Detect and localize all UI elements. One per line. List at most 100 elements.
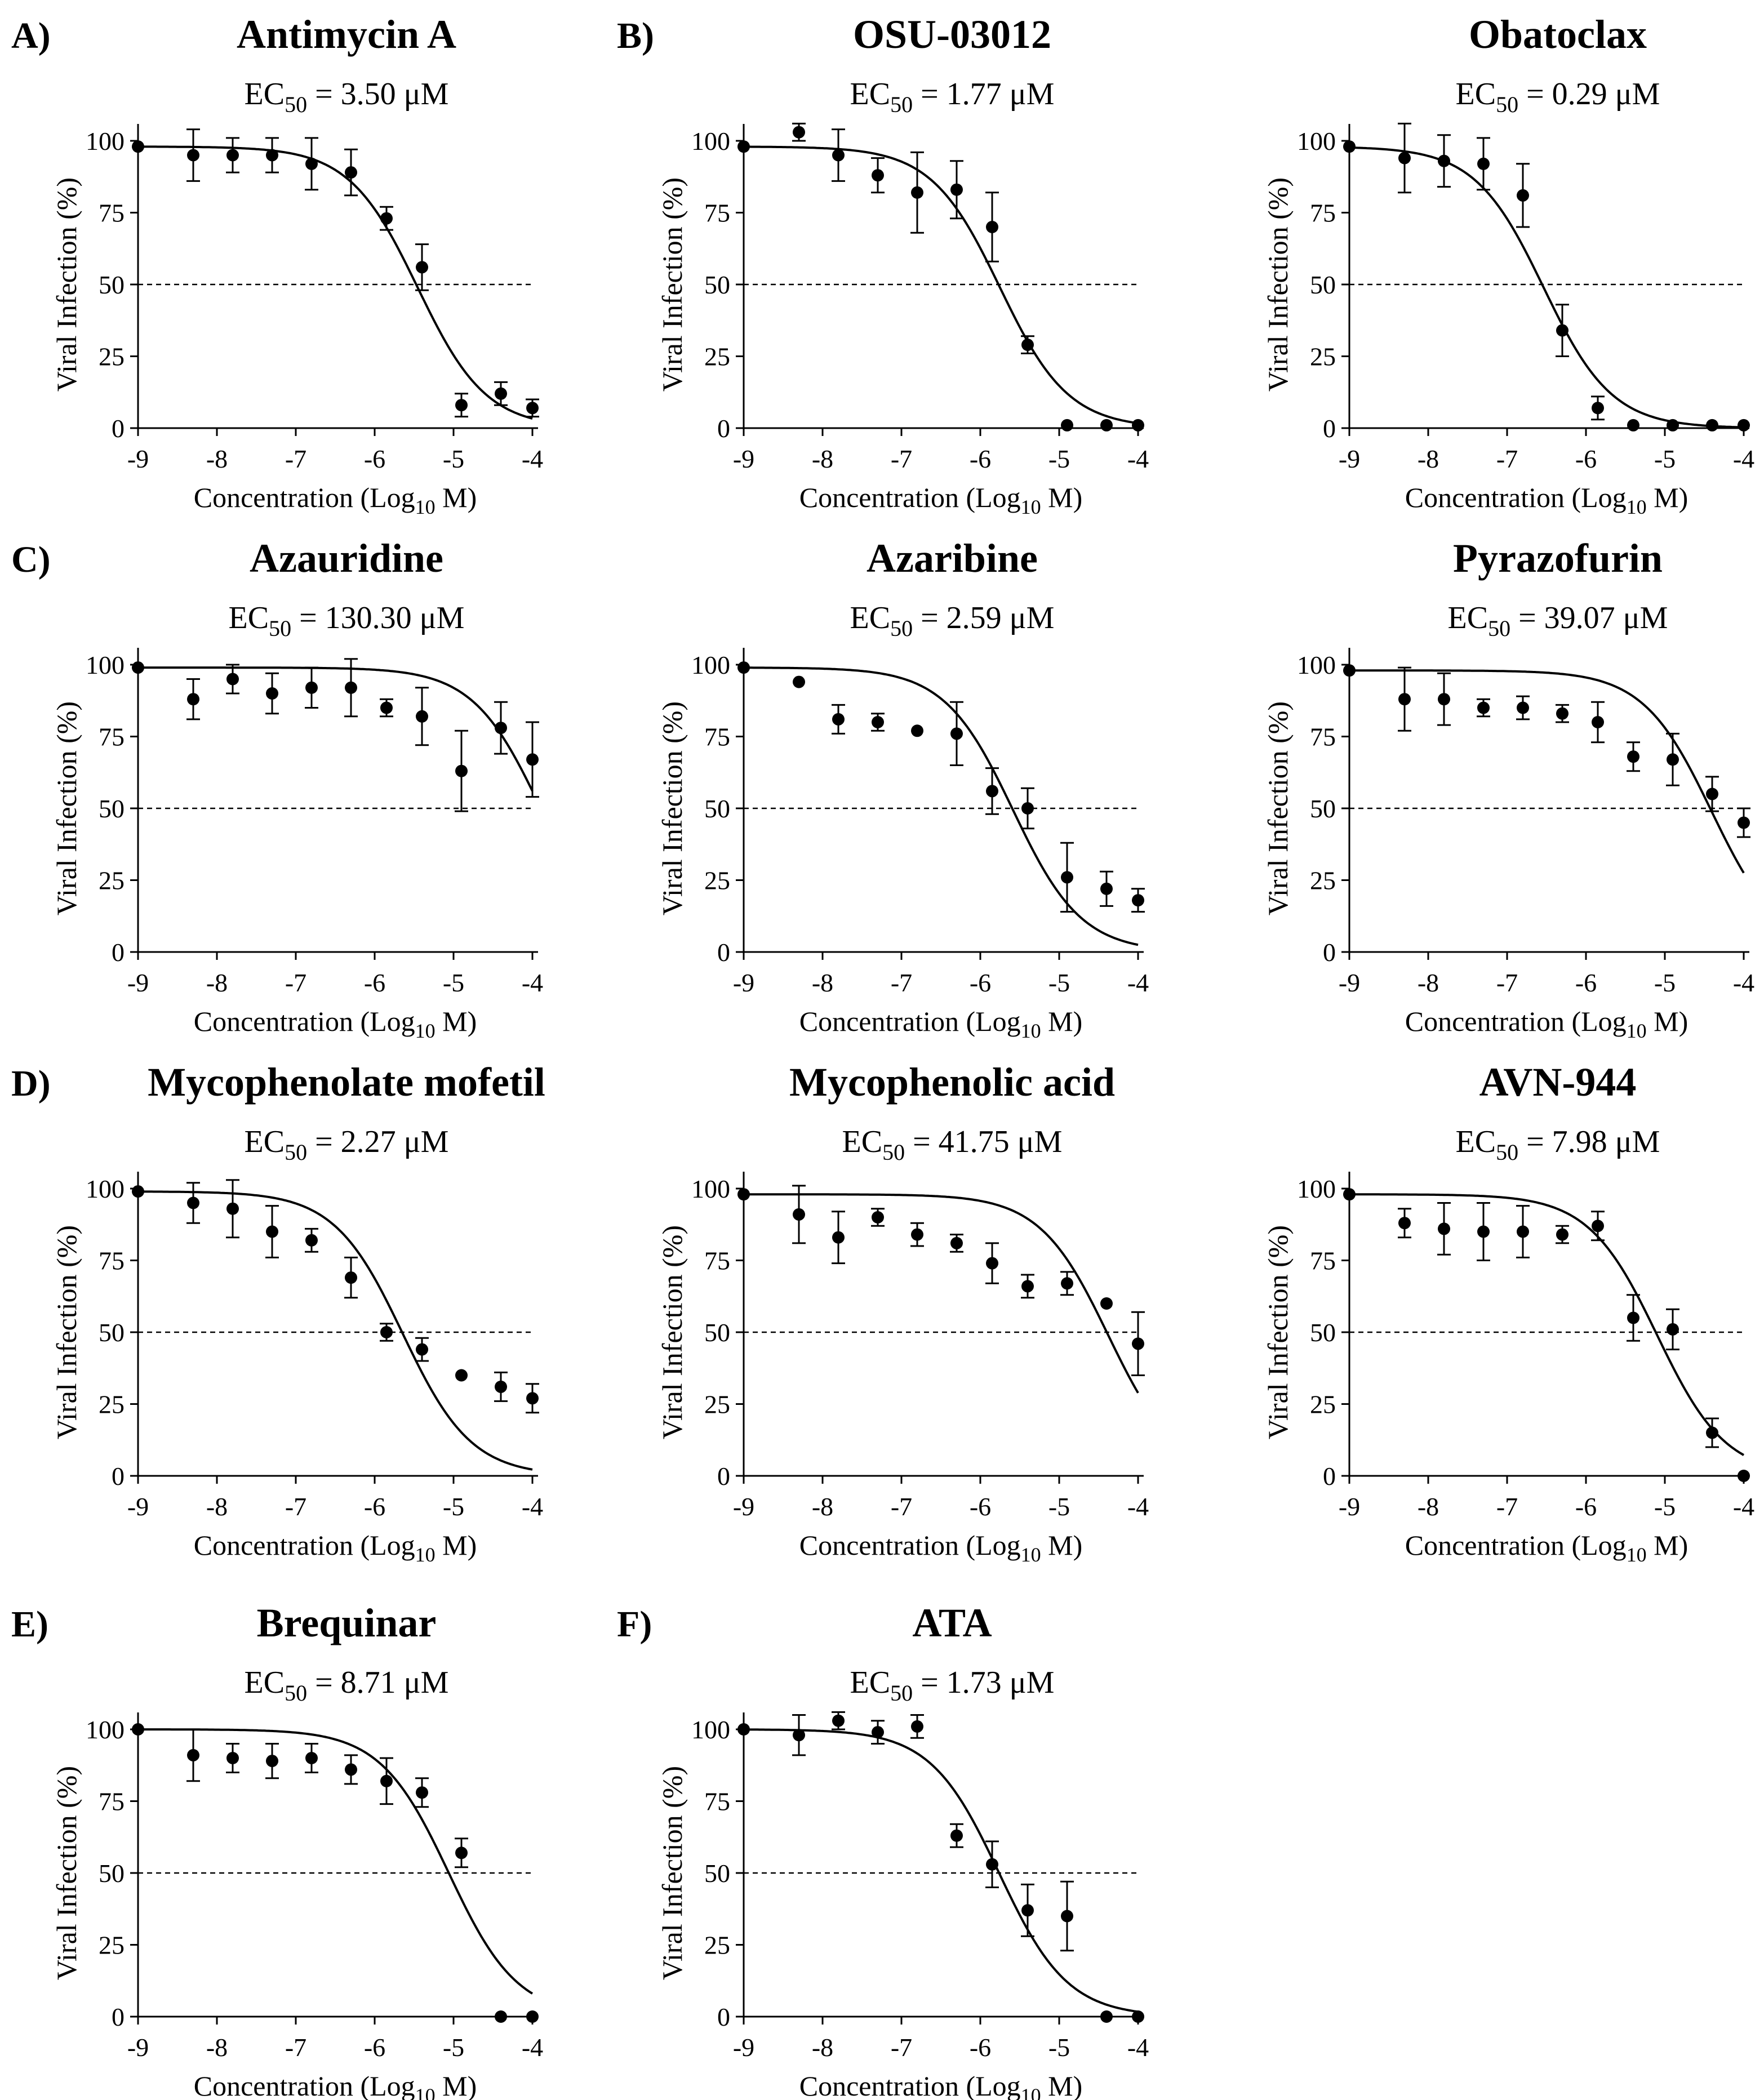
ec50-label: EC50 = 3.50 μM [245, 77, 449, 117]
x-tick-label: -4 [1127, 968, 1149, 997]
y-tick-label: 0 [1323, 938, 1336, 967]
y-tick-label: 75 [1310, 1247, 1336, 1275]
y-axis-title: Viral Infection (%) [1262, 701, 1294, 915]
y-tick-label: 75 [1310, 723, 1336, 751]
data-point [793, 1208, 805, 1221]
y-tick-label: 25 [99, 1390, 125, 1419]
x-tick-label: -7 [891, 1492, 912, 1521]
y-tick-label: 25 [99, 1931, 125, 1960]
chart-panel-4: C) Azauridine EC50 = 130.30 μM 0 25 50 75 100 -9… [11, 536, 543, 1042]
chart-title: Azaribine [867, 536, 1038, 581]
panel-letter: B) [617, 15, 654, 56]
x-axis-title: Concentration (Log10 M) [1405, 1529, 1689, 1566]
x-tick-label: -9 [1339, 444, 1360, 473]
x-tick-label: -7 [891, 968, 912, 997]
data-point [1132, 2010, 1144, 2023]
data-point [1738, 1470, 1750, 1482]
y-tick-label: 0 [717, 938, 730, 967]
panel-letter: E) [11, 1604, 48, 1645]
data-point [1061, 1277, 1073, 1290]
data-point [187, 693, 199, 706]
x-tick-label: -9 [1339, 1492, 1360, 1521]
y-tick-label: 50 [99, 794, 125, 823]
data-point [132, 1185, 144, 1198]
x-axis-title: Concentration (Log10 M) [799, 482, 1083, 518]
data-point [1706, 1426, 1718, 1439]
y-axis-title: Viral Infection (%) [51, 701, 82, 915]
data-point [305, 1234, 318, 1247]
data-point [911, 1228, 923, 1241]
y-tick-label: 25 [99, 342, 125, 371]
x-axis-title: Concentration (Log10 M) [194, 1529, 477, 1566]
data-point [1061, 419, 1073, 431]
data-point [416, 261, 428, 274]
data-point [1627, 419, 1639, 431]
x-tick-label: -6 [970, 2033, 991, 2062]
x-tick-label: -5 [443, 968, 464, 997]
data-point [226, 149, 239, 162]
y-axis-title: Viral Infection (%) [656, 701, 688, 915]
data-point [187, 1196, 199, 1209]
data-point [950, 1829, 963, 1842]
data-point [872, 716, 884, 728]
data-point [1132, 894, 1144, 907]
x-tick-label: -7 [285, 1492, 306, 1521]
fit-curve [744, 1193, 1139, 1394]
x-tick-label: -5 [443, 2033, 464, 2062]
x-tick-label: -5 [1048, 1492, 1070, 1521]
chart-panel-8: Mycophenolic acid EC50 = 41.75 μM 0 25 50 75 1… [656, 1060, 1149, 1566]
data-point [266, 687, 278, 700]
x-tick-label: -5 [443, 444, 464, 473]
x-tick-label: -4 [522, 444, 543, 473]
y-axis-title: Viral Infection (%) [656, 1766, 688, 1980]
y-tick-label: 75 [99, 1787, 125, 1816]
y-tick-label: 75 [99, 1247, 125, 1275]
x-axis-title: Concentration (Log10 M) [194, 2070, 477, 2100]
y-tick-label: 50 [1310, 1318, 1336, 1347]
data-point [187, 149, 199, 162]
x-tick-label: -5 [1048, 444, 1070, 473]
y-tick-label: 25 [99, 866, 125, 895]
panel-letter: D) [11, 1063, 51, 1104]
data-point [266, 149, 278, 162]
data-point [1343, 664, 1356, 677]
data-point [455, 1369, 468, 1382]
chart-panel-7: D) Mycophenolate mofetil EC50 = 2.27 μM 0 25… [11, 1060, 545, 1566]
x-tick-label: -7 [285, 2033, 306, 2062]
y-tick-label: 25 [1310, 866, 1336, 895]
data-point [226, 1202, 239, 1215]
y-tick-label: 0 [112, 1462, 125, 1491]
chart-title: ATA [912, 1600, 992, 1645]
y-tick-label: 50 [1310, 794, 1336, 823]
chart-title: Obatoclax [1469, 12, 1647, 57]
data-point [1738, 419, 1750, 431]
x-tick-label: -6 [1575, 444, 1597, 473]
data-point [872, 169, 884, 182]
x-tick-label: -7 [285, 968, 306, 997]
data-point [345, 681, 357, 694]
data-point [1556, 1228, 1569, 1241]
panel-letter: C) [11, 539, 51, 580]
data-point [1021, 1280, 1034, 1293]
x-tick-label: -4 [1733, 968, 1754, 997]
y-tick-label: 50 [1310, 270, 1336, 299]
y-axis-title: Viral Infection (%) [656, 177, 688, 391]
chart-panel-5: Azaribine EC50 = 2.59 μM 0 25 50 75 100 -9 -8 -7 -… [656, 536, 1149, 1042]
ec50-label: EC50 = 39.07 μM [1448, 600, 1668, 641]
data-point [1438, 693, 1450, 706]
x-tick-label: -5 [1654, 968, 1676, 997]
x-tick-label: -8 [1418, 968, 1439, 997]
x-tick-label: -6 [364, 2033, 385, 2062]
x-tick-label: -6 [1575, 1492, 1597, 1521]
data-point [1706, 788, 1718, 800]
data-point [1343, 1188, 1356, 1201]
x-tick-label: -6 [970, 968, 991, 997]
y-tick-label: 100 [691, 1174, 730, 1203]
y-tick-label: 100 [86, 1715, 125, 1744]
chart-panel-2: B) OSU-03012 EC50 = 1.77 μM 0 25 50 75 100 -9 -8 -… [617, 12, 1149, 518]
x-axis-title: Concentration (Log10 M) [799, 2070, 1083, 2100]
y-axis-title: Viral Infection (%) [656, 1225, 688, 1439]
data-point [1438, 1222, 1450, 1235]
data-point [132, 1723, 144, 1736]
panel-letter: F) [617, 1604, 652, 1645]
